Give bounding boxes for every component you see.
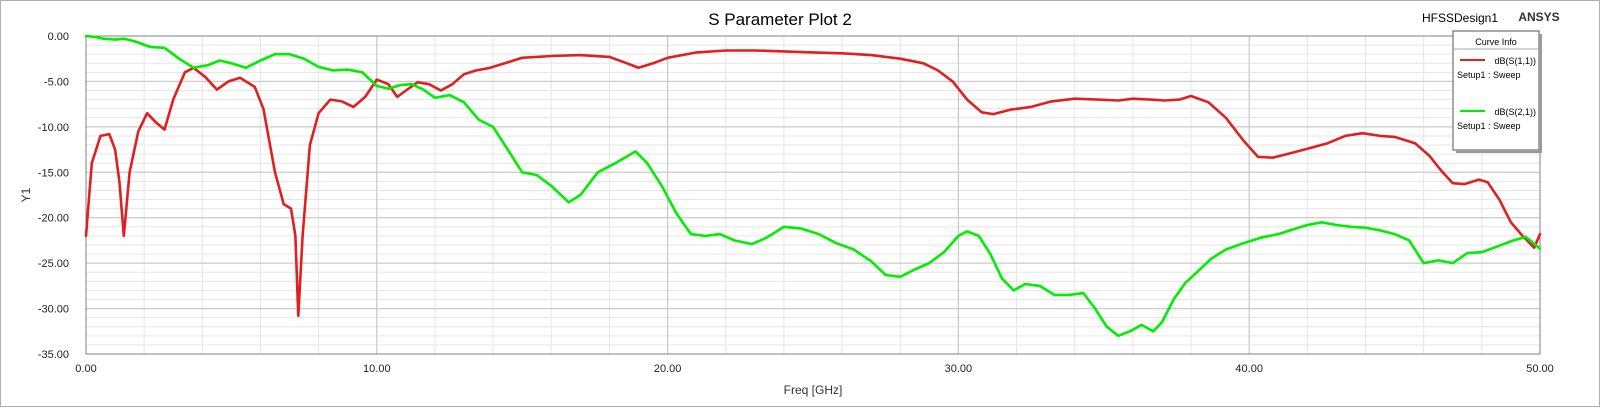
plot-title: S Parameter Plot 2 <box>708 10 852 29</box>
legend-box <box>1452 30 1540 151</box>
x-tick-label: 50.00 <box>1526 363 1554 375</box>
y-axis-ticks: 0.00 -5.00 -10.00 -15.00 -20.00 -25.00 -30.00 -… <box>38 31 69 361</box>
plot-border <box>85 35 1541 355</box>
legend-setup-s21: Setup1 : Sweep <box>1457 121 1521 131</box>
y-tick-label: -30.00 <box>38 304 69 316</box>
series-layer <box>84 34 1542 338</box>
y-tick-label: 0.00 <box>48 31 69 43</box>
series-line-s21[interactable] <box>84 34 1542 338</box>
legend[interactable]: Curve Info dB(S(1,1)) Setup1 : Sweep dB(… <box>1452 30 1542 153</box>
series-line-s11[interactable] <box>84 49 1542 318</box>
y-tick-label: -25.00 <box>38 258 69 270</box>
legend-label-s21: dB(S(2,1)) <box>1494 107 1536 117</box>
y-tick-label: -35.00 <box>38 349 69 361</box>
y-tick-label: -5.00 <box>44 76 69 88</box>
legend-title: Curve Info <box>1475 37 1517 47</box>
legend-label-s11: dB(S(1,1)) <box>1494 56 1536 66</box>
legend-shadow-bottom <box>1456 150 1542 153</box>
legend-shadow <box>1539 34 1542 153</box>
legend-setup-s11: Setup1 : Sweep <box>1457 70 1521 80</box>
plot-area <box>86 36 1540 354</box>
x-tick-label: 30.00 <box>945 363 973 375</box>
y-tick-label: -15.00 <box>38 167 69 179</box>
x-tick-label: 40.00 <box>1235 363 1263 375</box>
x-axis-label: Freq [GHz] <box>784 383 843 397</box>
x-tick-label: 10.00 <box>363 363 391 375</box>
y-tick-label: -20.00 <box>38 213 69 225</box>
x-tick-label: 20.00 <box>654 363 682 375</box>
x-tick-label: 0.00 <box>75 363 96 375</box>
brand-logo: ANSYS <box>1518 10 1559 24</box>
x-axis-ticks: 0.00 10.00 20.00 30.00 40.00 50.00 <box>75 363 1553 375</box>
y-tick-label: -10.00 <box>38 122 69 134</box>
design-name: HFSSDesign1 <box>1422 11 1498 25</box>
y-axis-label: Y1 <box>19 187 33 202</box>
